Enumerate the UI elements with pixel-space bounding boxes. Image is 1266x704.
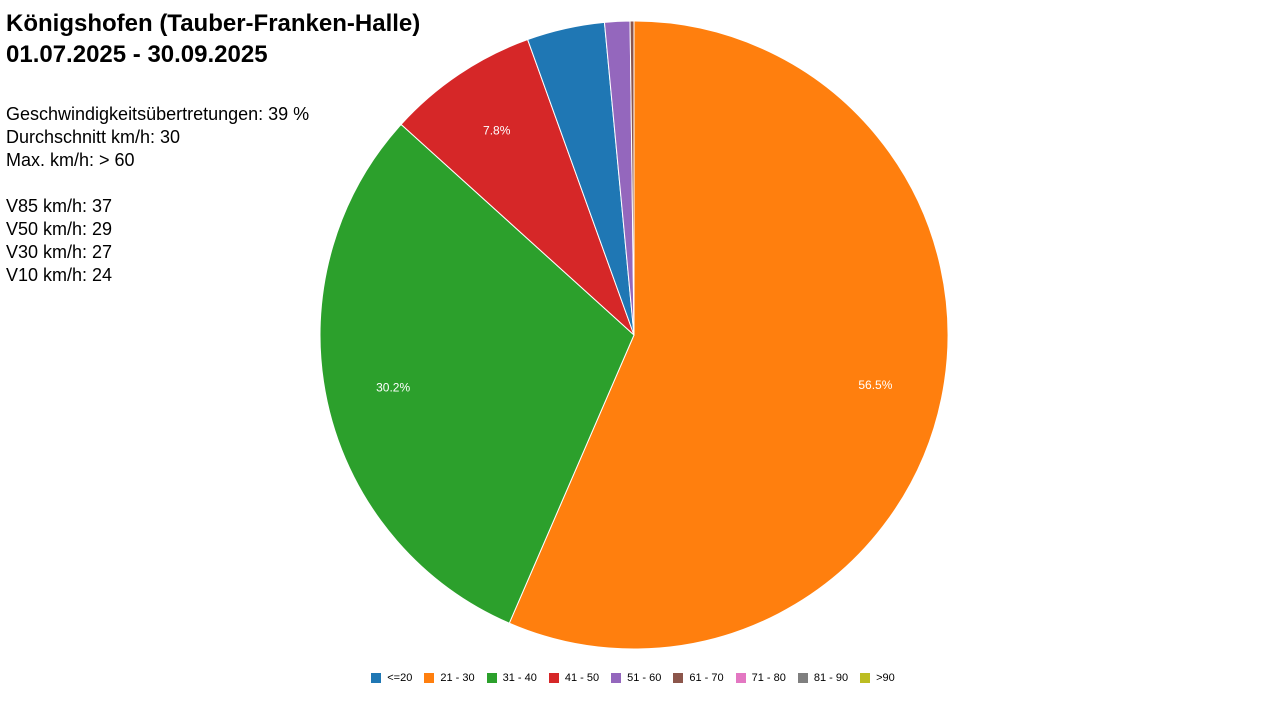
legend-item[interactable]: <=20: [371, 672, 412, 684]
legend-swatch: [548, 673, 559, 683]
legend-label: 81 - 90: [813, 672, 849, 684]
stat-v10: V10 km/h: 24: [6, 265, 113, 285]
legend-swatch: [860, 673, 871, 683]
legend-item[interactable]: 51 - 60: [611, 672, 661, 684]
legend-item[interactable]: 61 - 70: [673, 672, 724, 684]
legend-item[interactable]: 81 - 90: [797, 672, 849, 684]
legend-item[interactable]: 71 - 80: [735, 672, 786, 684]
slice-label: 56.5%: [858, 378, 892, 392]
stat-v30: V30 km/h: 27: [6, 242, 113, 262]
legend-label: 51 - 60: [627, 672, 662, 684]
legend-swatch: [735, 673, 746, 683]
legend-swatch: [673, 673, 684, 683]
legend-item[interactable]: >90: [860, 672, 895, 684]
stat-v85: V85 km/h: 37: [6, 196, 113, 216]
legend-label: <=20: [387, 672, 413, 684]
legend-label: 31 - 40: [502, 672, 537, 684]
pie-slice-41-50: [400, 38, 635, 336]
title-block: Königshofen (Tauber-Franken-Halle) 01.07…: [6, 8, 420, 70]
stat-average: Durchschnitt km/h: 30: [6, 127, 181, 147]
legend-swatch: [424, 673, 435, 683]
legend-swatch: [797, 673, 808, 683]
legend-item[interactable]: 21 - 30: [424, 672, 475, 684]
legend-item[interactable]: 31 - 40: [486, 672, 537, 684]
legend-swatch: [371, 673, 382, 683]
legend-swatch: [611, 673, 622, 683]
legend-label: 61 - 70: [689, 672, 724, 684]
legend-swatch: [486, 673, 497, 683]
legend-label: 71 - 80: [751, 672, 786, 684]
chart-title: Königshofen (Tauber-Franken-Halle): [6, 10, 421, 37]
stat-max: Max. km/h: > 60: [6, 150, 135, 170]
slice-label: 30.2%: [376, 380, 410, 394]
legend-label: 41 - 50: [564, 672, 600, 684]
slice-label: 7.8%: [483, 123, 511, 137]
stat-v50: V50 km/h: 29: [6, 219, 113, 239]
legend-label: >90: [876, 672, 895, 684]
legend-label: 21 - 30: [440, 672, 475, 684]
date-range: 01.07.2025 - 30.09.2025: [6, 41, 268, 68]
stat-overspeed: Geschwindigkeitsübertretungen: 39 %: [6, 104, 310, 124]
pie-slice-31-40: [319, 123, 635, 624]
legend-item[interactable]: 41 - 50: [548, 672, 600, 684]
pie-slice-21-30: [508, 20, 949, 650]
pie-slice-61-70: [629, 20, 635, 336]
stats-block: Geschwindigkeitsübertretungen: 39 % Durc…: [6, 103, 309, 287]
legend: <=20 21 - 30 31 - 40 41 - 50 51 - 60 61 - 70 7…: [0, 672, 1266, 684]
